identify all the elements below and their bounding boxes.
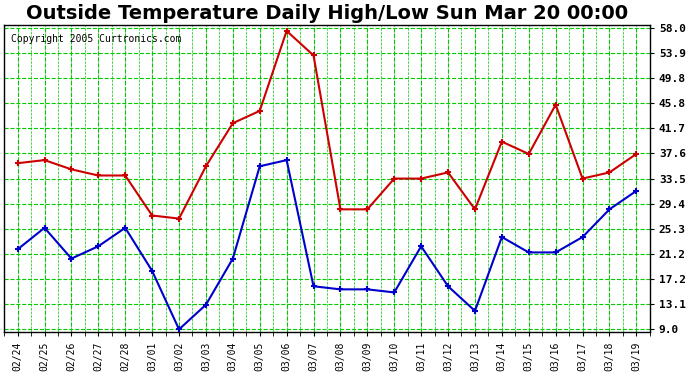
Text: Copyright 2005 Curtronics.com: Copyright 2005 Curtronics.com	[10, 34, 181, 44]
Title: Outside Temperature Daily High/Low Sun Mar 20 00:00: Outside Temperature Daily High/Low Sun M…	[26, 4, 628, 23]
